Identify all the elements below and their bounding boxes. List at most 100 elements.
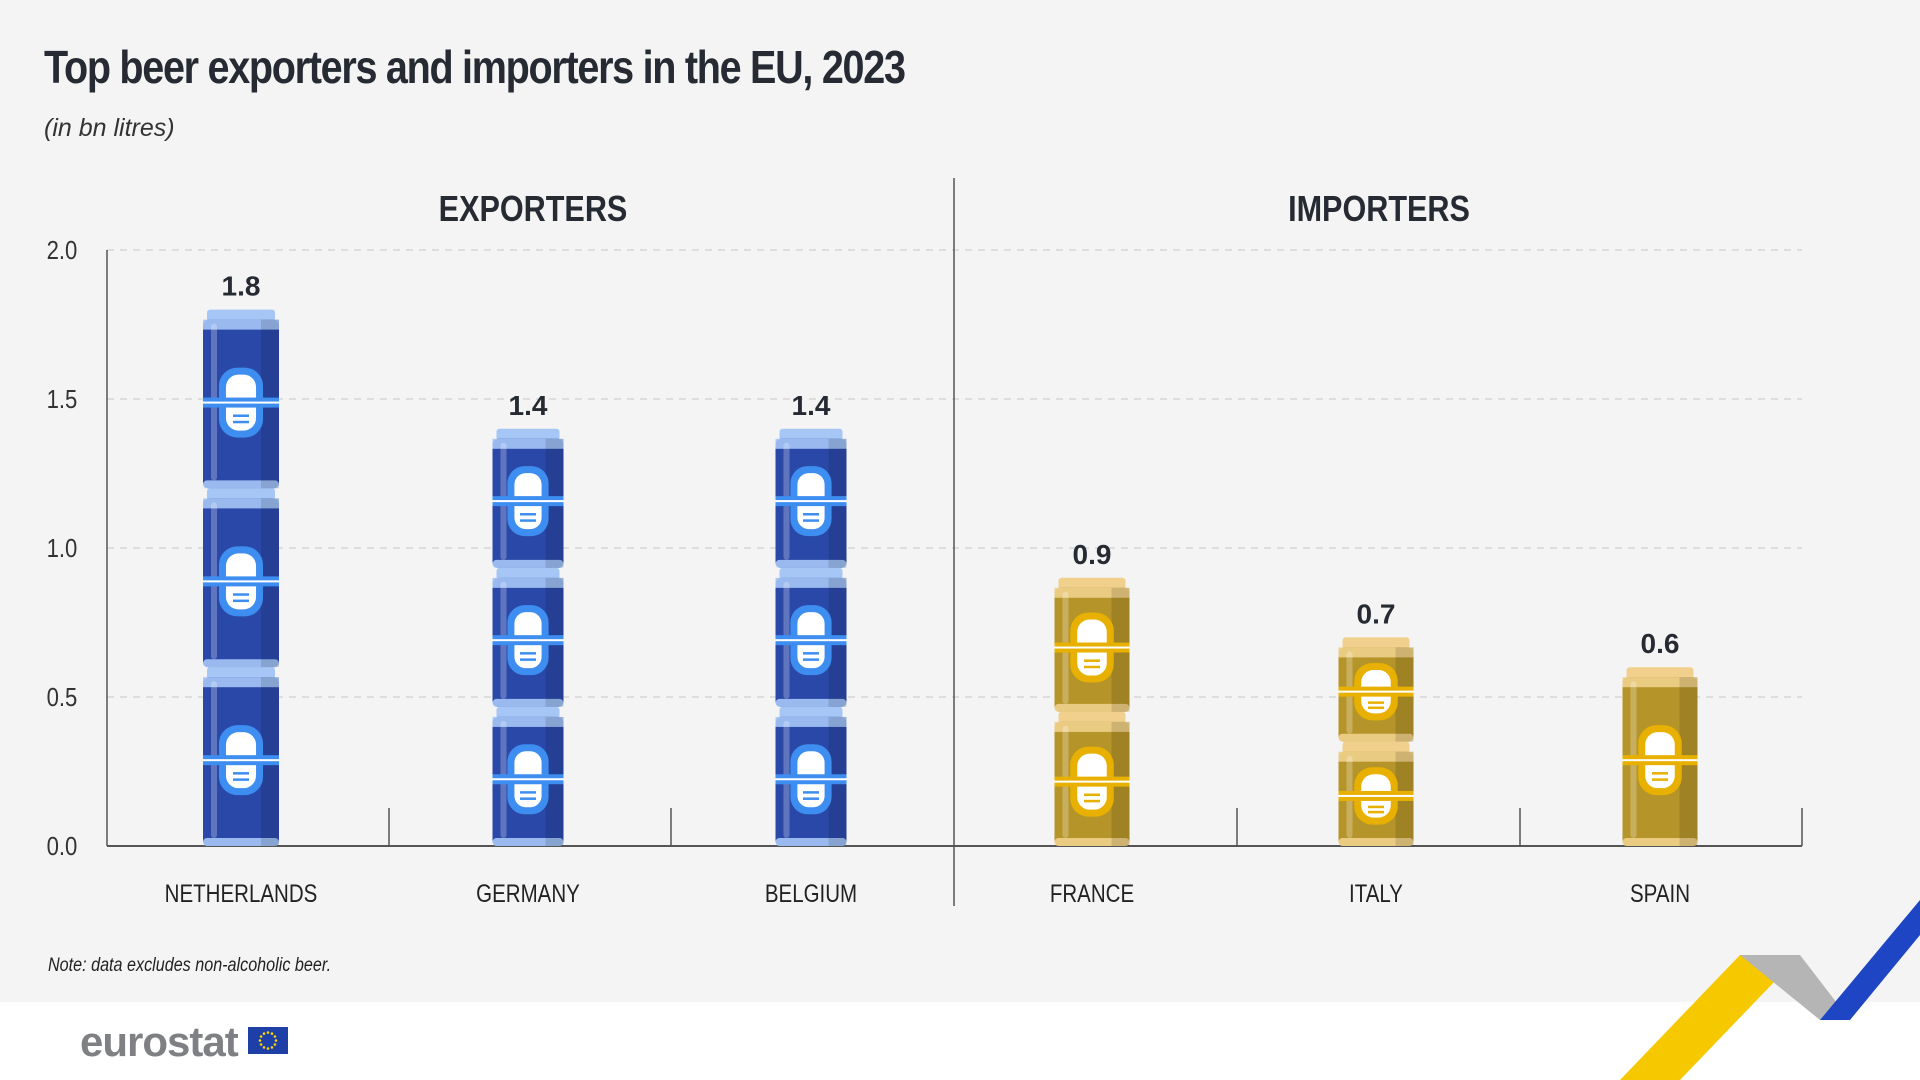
can-shoulder	[1054, 587, 1130, 598]
can-band-line	[1338, 794, 1414, 797]
y-tick-label: 0.5	[47, 683, 78, 712]
can	[775, 706, 847, 846]
can-label-mark	[1084, 799, 1100, 803]
can	[203, 488, 279, 668]
data-label: 0.6	[1641, 628, 1680, 659]
can	[1622, 667, 1698, 846]
can-lid	[207, 488, 275, 501]
category-label: BELGIUM	[765, 879, 857, 907]
can-band-line	[492, 778, 564, 781]
can-label-mark	[520, 519, 536, 522]
data-label: 1.8	[222, 271, 261, 302]
can-base	[1622, 838, 1698, 846]
can-label-mark	[233, 778, 249, 781]
can-shoulder	[1054, 721, 1130, 732]
can	[492, 706, 564, 846]
can-label-mark	[233, 772, 249, 775]
can-band-line	[1338, 690, 1414, 693]
can	[1338, 741, 1414, 846]
can-label-mark	[233, 599, 249, 603]
chart-subtitle: (in bn litres)	[44, 114, 175, 142]
can-label-mark	[1368, 810, 1384, 814]
can-label-mark	[803, 519, 819, 522]
y-tick-label: 1.5	[47, 385, 78, 414]
bar-spain	[1622, 667, 1698, 846]
can-base	[492, 698, 564, 707]
can-label-mark	[1652, 772, 1668, 775]
group-header: IMPORTERS	[1288, 190, 1470, 230]
group-header: EXPORTERS	[439, 190, 628, 230]
category-label: NETHERLANDS	[165, 879, 318, 907]
can-lid	[779, 428, 843, 441]
category-label: SPAIN	[1630, 879, 1690, 907]
can-label-mark	[233, 420, 249, 424]
decoration	[1620, 900, 1920, 1080]
can-label-mark	[520, 797, 536, 800]
can-label-mark	[233, 414, 249, 417]
can-base	[492, 559, 564, 568]
can	[1338, 637, 1414, 742]
can	[1054, 577, 1130, 712]
can-band-line	[492, 639, 564, 642]
can	[775, 567, 847, 707]
can-shoulder	[775, 577, 847, 588]
can-shoulder	[203, 498, 279, 509]
y-tick-label: 1.0	[47, 534, 78, 563]
can-base	[203, 838, 279, 846]
can-band-line	[775, 778, 847, 781]
can-lid	[779, 567, 843, 580]
can-lid	[207, 667, 275, 680]
can-lid	[496, 567, 560, 580]
can-band-line	[1054, 646, 1130, 649]
can-lid	[207, 309, 275, 322]
can-base	[1338, 733, 1414, 742]
can-lid	[779, 706, 843, 719]
can-base	[775, 698, 847, 707]
can-lid	[496, 428, 560, 441]
can-label-mark	[233, 593, 249, 596]
can-base	[203, 480, 279, 489]
category-label: FRANCE	[1050, 879, 1134, 907]
bar-france	[1054, 577, 1130, 846]
can	[775, 428, 847, 568]
can	[203, 309, 279, 489]
can-lid	[496, 706, 560, 719]
can	[492, 428, 564, 568]
can-shoulder	[1622, 677, 1698, 688]
y-tick-label: 2.0	[47, 236, 78, 265]
can-base	[492, 838, 564, 846]
can-shoulder	[492, 716, 564, 727]
beer-chart: 0.0 0.5 1.0 1.5 2.0 EXPORTERS 1.8 NETHERLANDS 1.…	[47, 178, 1803, 907]
can-label-mark	[520, 652, 536, 655]
can-label-mark	[1084, 665, 1100, 669]
y-tick-label: 0.0	[47, 832, 78, 861]
can-band-line	[775, 639, 847, 642]
can-label-mark	[803, 791, 819, 794]
can-label-mark	[803, 658, 819, 661]
can-label-mark	[803, 513, 819, 516]
can-label-mark	[803, 652, 819, 655]
can-band-line	[1054, 780, 1130, 783]
chart-note: Note: data excludes non-alcoholic beer.	[48, 955, 332, 976]
can-label-mark	[1084, 793, 1100, 797]
can-label-mark	[520, 791, 536, 794]
bar-germany	[492, 428, 564, 846]
can-shoulder	[775, 438, 847, 449]
bar-netherlands	[203, 309, 279, 846]
can	[492, 567, 564, 707]
can-band-line	[203, 759, 279, 762]
can-base	[1054, 838, 1130, 846]
can-label-mark	[520, 513, 536, 516]
can-base	[1054, 703, 1130, 712]
data-label: 1.4	[509, 390, 548, 421]
can-band-line	[203, 580, 279, 583]
can-shoulder	[203, 319, 279, 330]
eu-flag-icon	[248, 1027, 288, 1054]
data-label: 0.7	[1357, 598, 1396, 629]
can-label-mark	[1368, 805, 1384, 809]
can-lid	[1342, 741, 1410, 754]
can-label-mark	[1368, 701, 1384, 704]
can-shoulder	[492, 577, 564, 588]
footer	[0, 1002, 1920, 1080]
can-base	[203, 659, 279, 668]
